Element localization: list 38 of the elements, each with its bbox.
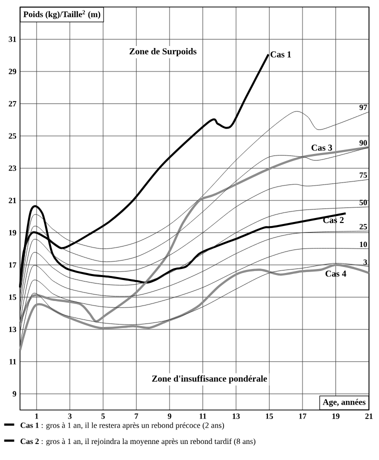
series-label: 3 [364, 259, 368, 265]
y-tick-label: 15 [9, 294, 16, 300]
series-label: 97 [360, 104, 368, 110]
x-tick-label: 9 [168, 414, 172, 419]
series-label: 90 [360, 140, 367, 146]
y-tick-label: 17 [9, 262, 16, 268]
series-label: 50 [360, 200, 367, 206]
series-label: 10 [360, 242, 367, 248]
y-axis-title: Poids (kg)/Taille$^{2}$ (m) [23, 10, 100, 19]
x-tick-label: 5 [101, 414, 105, 419]
x-tick-label: 19 [332, 414, 340, 419]
y-tick-label: 21 [8, 198, 16, 204]
series-label: 25 [360, 224, 367, 230]
x-tick-label: 17 [299, 414, 306, 419]
y-tick-label: 27 [8, 101, 16, 106]
x-tick-label: 1 [35, 414, 38, 419]
x-tick-label: 21 [365, 414, 373, 419]
text: Cas 1 : gros à 1 an, il le restera après un rebond précoce (2 ans) [20, 422, 224, 430]
y-tick-label: 25 [8, 133, 16, 139]
y-tick-label: 11 [10, 358, 16, 364]
y-tick-label: 13 [9, 326, 16, 332]
y-tick-label: 29 [8, 68, 16, 74]
y-tick-label: 19 [9, 230, 16, 236]
x-tick-label: 13 [232, 414, 240, 419]
y-tick-label: 9 [12, 391, 16, 397]
text: Cas 2 : gros à 1 an, il rejoindra la moyenne après un rebond tardif (8 ans) [20, 438, 256, 446]
annotation: Zone de Surpoids [130, 48, 196, 56]
series-label: Cas 1 [270, 51, 291, 58]
x-axis-title: Age, années [322, 398, 366, 407]
x-tick-label: 11 [200, 414, 206, 419]
x-tick-label: 7 [134, 414, 138, 419]
x-tick-label: 3 [68, 414, 72, 419]
y-tick-label: 23 [8, 166, 16, 171]
annotation: Zone d'insuffisance pondérale [152, 375, 267, 384]
y-tick-label: 31 [8, 36, 16, 42]
series-label: Cas 3 [312, 144, 332, 151]
x-tick-label: 15 [266, 414, 273, 419]
series-label: 75 [360, 172, 367, 178]
